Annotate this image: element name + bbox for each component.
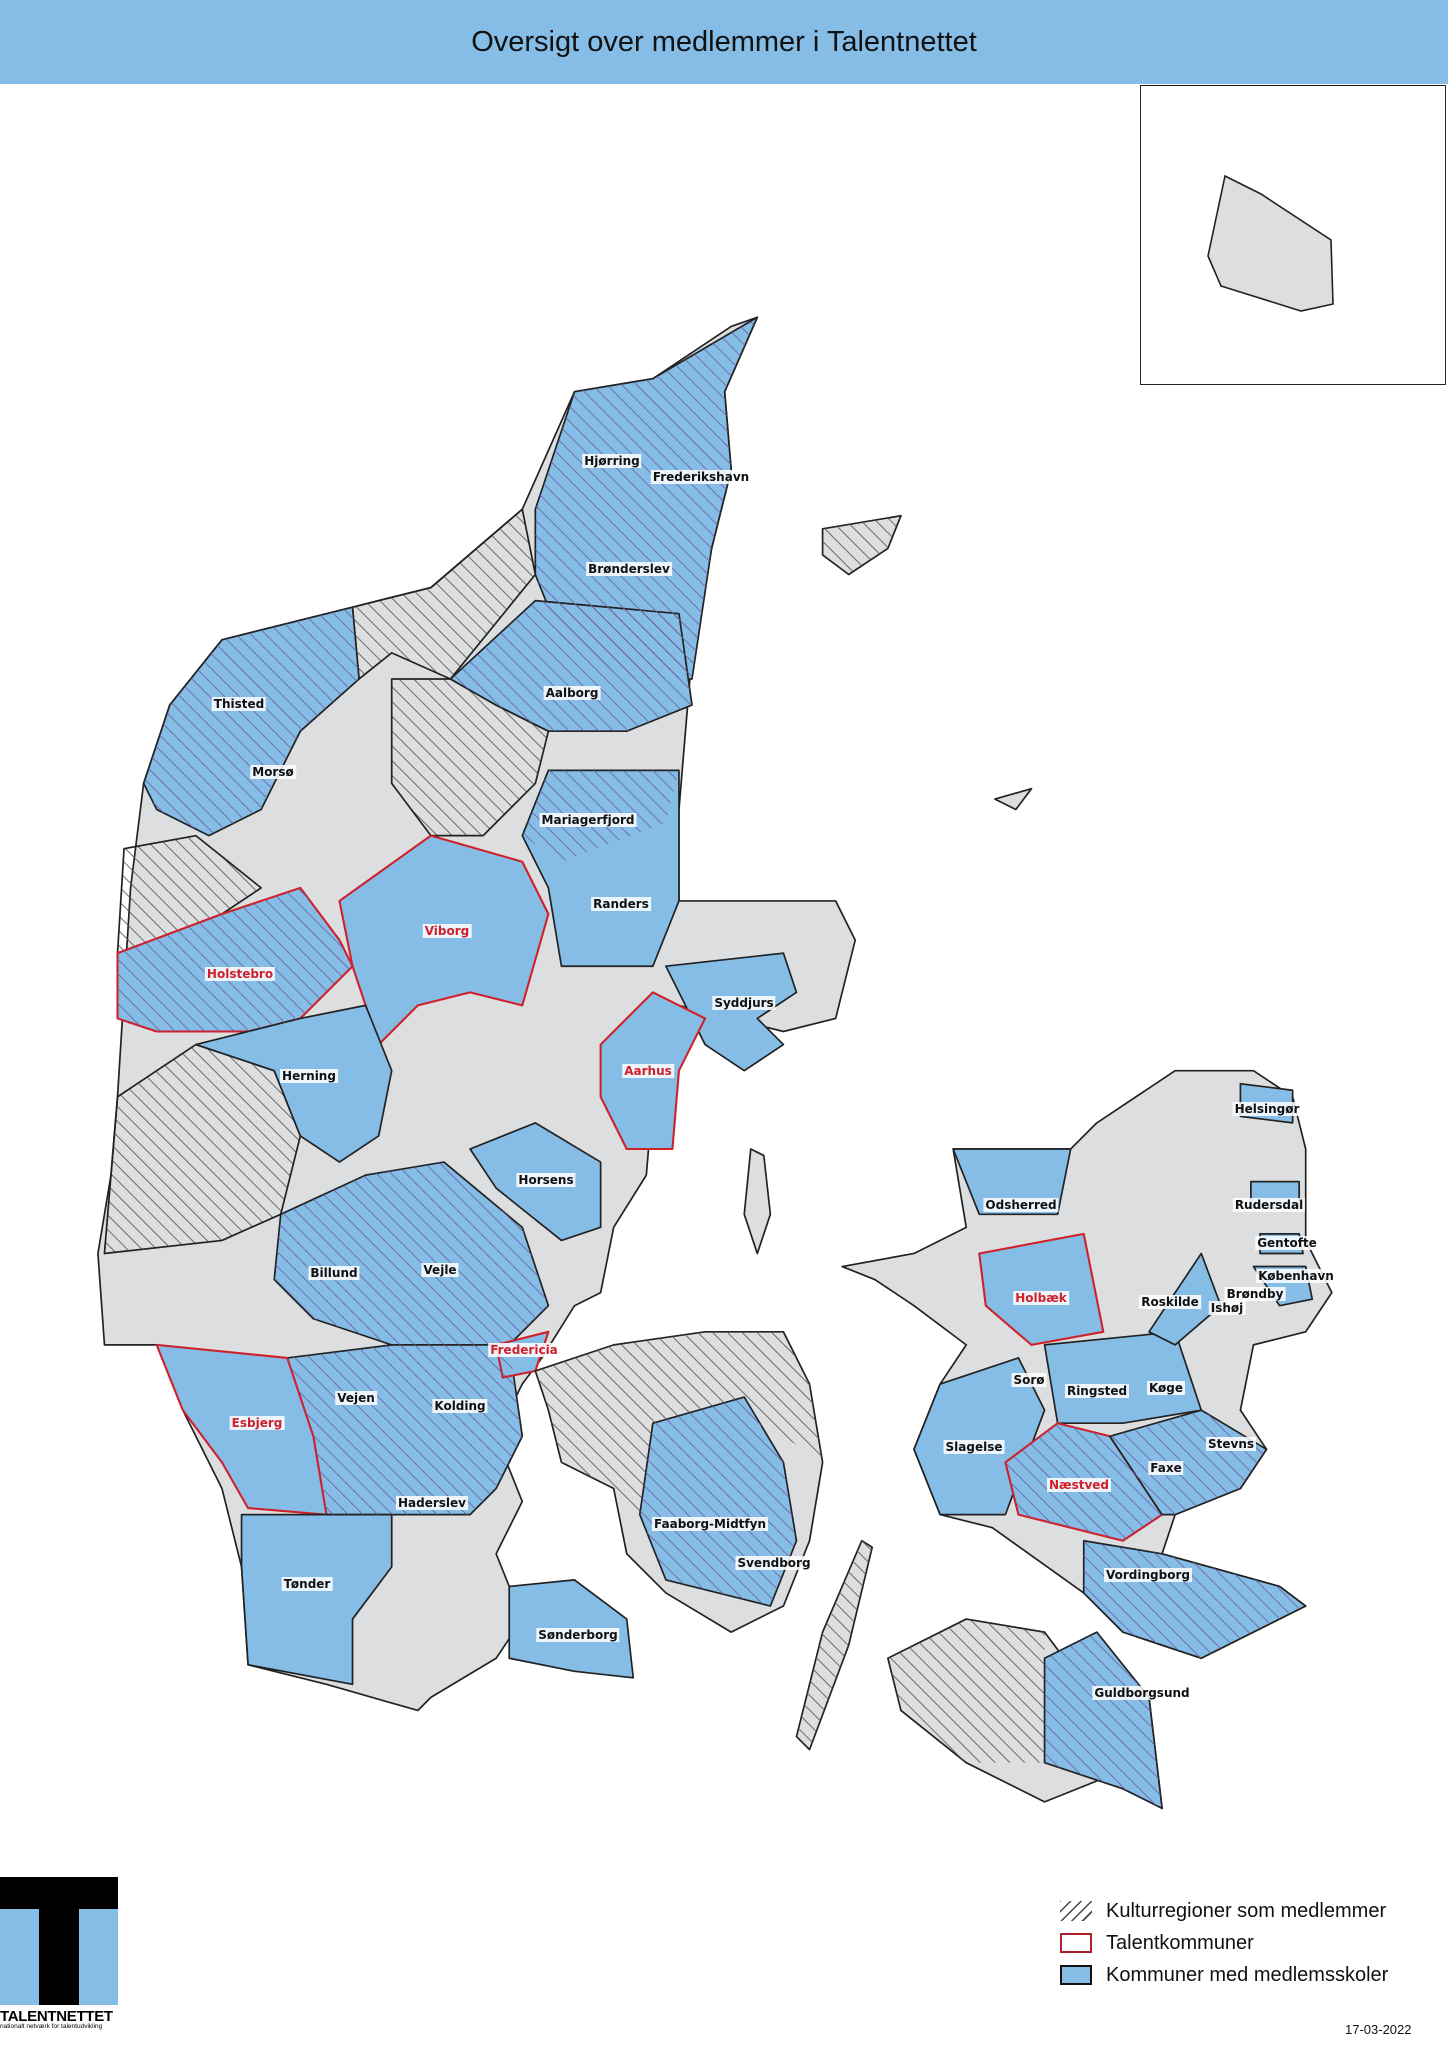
label-holbaek: Holbæk [1013, 1291, 1069, 1305]
label-rudersdal: Rudersdal [1232, 1198, 1306, 1212]
blue-fill-swatch-icon [1060, 1965, 1092, 1985]
label-stevns: Stevns [1205, 1437, 1257, 1451]
label-guldborgsund: Guldborgsund [1092, 1686, 1192, 1700]
label-helsingor: Helsingør [1232, 1102, 1302, 1116]
label-faxe: Faxe [1148, 1461, 1184, 1475]
label-thisted: Thisted [211, 697, 267, 711]
label-ringsted: Ringsted [1064, 1384, 1130, 1398]
legend-item-blue-fill: Kommuner med medlemsskoler [1060, 1959, 1388, 1991]
label-randers: Randers [591, 897, 651, 911]
title-bar: Oversigt over medlemmer i Talentnettet [0, 0, 1448, 84]
label-svendborg: Svendborg [735, 1556, 813, 1570]
hatch-swatch-icon [1060, 1901, 1092, 1921]
label-kolding: Kolding [432, 1399, 488, 1413]
legend-label: Kulturregioner som medlemmer [1106, 1899, 1387, 1922]
label-soro: Sorø [1011, 1373, 1047, 1387]
label-tonder: Tønder [281, 1577, 333, 1591]
label-billund: Billund [308, 1266, 360, 1280]
label-naestved: Næstved [1046, 1478, 1112, 1492]
label-bronderslev: Brønderslev [586, 562, 672, 576]
legend-label: Talentkommuner [1106, 1931, 1254, 1954]
legend-label: Kommuner med medlemsskoler [1106, 1963, 1389, 1986]
logo-t-icon [0, 1877, 118, 2005]
label-sonderborg: Sønderborg [536, 1628, 620, 1642]
label-brondby: Brøndby [1224, 1287, 1286, 1301]
label-mariagerfjord: Mariagerfjord [539, 813, 637, 827]
label-gentofte: Gentofte [1255, 1236, 1319, 1250]
label-holstebro: Holstebro [204, 967, 276, 981]
label-aalborg: Aalborg [543, 686, 601, 700]
map-date: 17-03-2022 [1345, 2022, 1412, 2037]
label-roskilde: Roskilde [1139, 1295, 1201, 1309]
label-vejle: Vejle [421, 1263, 459, 1277]
label-herning: Herning [280, 1069, 338, 1083]
label-haderslev: Haderslev [395, 1496, 469, 1510]
label-aarhus: Aarhus [622, 1064, 674, 1078]
legend-item-red-outline: Talentkommuner [1060, 1927, 1388, 1959]
label-odsherred: Odsherred [983, 1198, 1059, 1212]
label-kobenhavn: København [1256, 1269, 1336, 1283]
label-vordingborg: Vordingborg [1104, 1568, 1192, 1582]
label-morso: Morsø [250, 765, 296, 779]
label-horsens: Horsens [516, 1173, 576, 1187]
map-title: Oversigt over medlemmer i Talentnettet [471, 25, 977, 58]
bornholm-inset [1140, 85, 1446, 385]
label-faaborg-midtfyn: Faaborg-Midtfyn [652, 1517, 768, 1531]
label-koge: Køge [1146, 1381, 1186, 1395]
label-ishoj: Ishøj [1208, 1301, 1246, 1315]
red-outline-swatch-icon [1060, 1933, 1092, 1953]
logo-tagline: nationalt netværk for talentudvikling [0, 2023, 103, 2030]
logo-name: TALENTNETTET [0, 2008, 113, 2025]
legend-item-hatch: Kulturregioner som medlemmer [1060, 1895, 1388, 1927]
label-viborg: Viborg [422, 924, 472, 938]
label-syddjurs: Syddjurs [712, 996, 776, 1010]
bornholm-map [1207, 174, 1334, 312]
label-slagelse: Slagelse [943, 1440, 1005, 1454]
label-fredericia: Fredericia [488, 1343, 560, 1357]
label-esbjerg: Esbjerg [229, 1416, 285, 1430]
label-hjorring: Hjørring [582, 454, 642, 468]
map-legend: Kulturregioner som medlemmer Talentkommu… [1060, 1895, 1388, 1991]
label-vejen: Vejen [335, 1391, 377, 1405]
talentnettet-logo: TALENTNETTET nationalt netværk for talen… [0, 1877, 118, 2030]
label-frederikshavn: Frederikshavn [650, 470, 752, 484]
